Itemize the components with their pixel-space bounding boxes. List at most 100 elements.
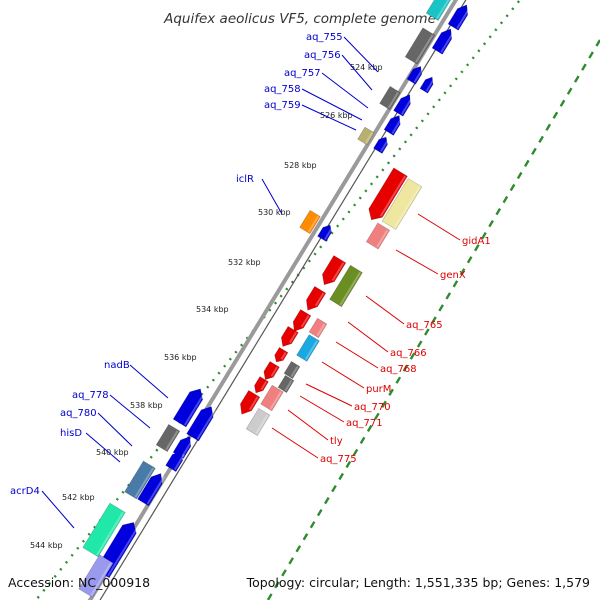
gene-feature[interactable] [137,470,167,507]
label-leader-line [321,72,369,109]
gene-feature[interactable] [299,209,321,235]
gene-feature[interactable] [381,178,423,230]
label-leader-line [335,341,379,369]
gene-feature[interactable] [404,27,436,65]
gene-feature[interactable] [272,347,289,364]
label-leader-line [305,383,353,407]
map-title: Aquifex aeolicus VF5, complete genome [163,11,436,27]
label-leader-line [301,104,357,131]
gene-label-purm[interactable]: purM [366,384,391,395]
gene-label-aq-756[interactable]: aq_756 [304,50,341,61]
label-leader-line [365,295,405,325]
gene-feature[interactable] [447,2,472,31]
gene-feature[interactable] [245,407,271,437]
gene-feature[interactable] [431,26,456,55]
kbp-ticks: 524 kbp 526 kbp 528 kbp 530 kbp 532 kbp 534 k… [30,63,383,550]
kbp-tick-label: 542 kbp [62,493,95,502]
gene-label-aq-757[interactable]: aq_757 [284,68,321,79]
gene-label-aq-768[interactable]: aq_768 [380,364,417,375]
gene-feature[interactable] [283,361,301,379]
gene-feature[interactable] [124,460,156,500]
gene-features [78,0,472,598]
gene-feature[interactable] [289,309,312,334]
genome-backbone-edge [99,0,467,600]
gene-feature[interactable] [296,334,320,362]
gene-label-genx[interactable]: genX [440,270,466,281]
label-leader-line [129,364,169,399]
gene-feature[interactable] [373,135,391,154]
gene-labels: aq_755 aq_756 aq_757 aq_758 aq_759 iclR nadB aq… [10,32,491,529]
label-leader-line [271,427,319,459]
gene-feature[interactable] [329,264,363,308]
label-leader-line [97,412,133,447]
gene-feature[interactable] [419,75,436,94]
label-leader-line [395,249,439,275]
gene-label-iclr[interactable]: iclR [236,174,254,185]
gene-feature[interactable] [379,85,401,111]
dotted-track-inner [266,39,600,600]
kbp-tick-label: 530 kbp [258,208,291,217]
gene-feature[interactable] [236,389,261,417]
kbp-tick-label: 528 kbp [284,161,317,170]
gene-feature[interactable] [383,113,404,136]
gene-feature[interactable] [365,222,391,250]
gene-feature[interactable] [82,502,126,558]
gene-label-aq-759[interactable]: aq_759 [264,100,301,111]
gene-feature[interactable] [406,64,425,85]
gene-label-aq-758[interactable]: aq_758 [264,84,301,95]
kbp-tick-label: 538 kbp [130,401,163,410]
label-leader-line [261,178,283,215]
label-leader-line [321,361,365,389]
label-leader-line [341,54,373,91]
gene-label-gida1[interactable]: gidA1 [462,236,491,247]
gene-feature[interactable] [260,384,284,412]
label-leader-line [347,321,389,353]
gene-feature[interactable] [252,376,269,396]
gene-label-aq-780[interactable]: aq_780 [60,408,97,419]
kbp-tick-label: 526 kbp [320,111,353,120]
gene-label-aq-765[interactable]: aq_765 [406,320,443,331]
label-leader-line [343,36,379,73]
label-leader-line [41,490,75,529]
gene-feature[interactable] [317,223,335,242]
kbp-tick-label: 532 kbp [228,258,261,267]
gene-feature[interactable] [365,167,408,224]
accession-text: Accession: NC_000918 [8,575,151,590]
gene-feature[interactable] [357,126,375,146]
label-leader-line [301,88,363,121]
gene-feature[interactable] [318,255,347,289]
label-leader-line [109,394,151,429]
kbp-tick-label: 536 kbp [164,353,197,362]
gene-feature[interactable] [165,448,187,473]
gene-feature[interactable] [277,375,295,393]
label-leader-line [299,395,345,423]
gene-label-nadb[interactable]: nadB [104,360,130,371]
gene-feature[interactable] [78,554,114,598]
gene-feature[interactable] [172,385,207,428]
kbp-tick-label: 534 kbp [196,305,229,314]
gene-label-acrd4[interactable]: acrD4 [10,486,40,497]
label-leader-line [85,432,121,463]
gene-feature[interactable] [278,325,299,349]
gene-feature[interactable] [308,317,328,339]
gene-label-aq-778[interactable]: aq_778 [72,390,109,401]
gene-feature[interactable] [393,92,415,117]
gene-feature[interactable] [302,285,327,313]
kbp-tick-label: 544 kbp [30,541,63,550]
gene-label-aq-766[interactable]: aq_766 [390,348,427,359]
gene-feature[interactable] [425,0,455,21]
gene-label-aq-755[interactable]: aq_755 [306,32,343,43]
gene-label-tly[interactable]: tly [330,436,343,447]
gene-feature[interactable] [186,403,218,442]
gene-label-aq-775[interactable]: aq_775 [320,454,357,465]
gene-label-aq-771[interactable]: aq_771 [346,418,383,429]
kbp-tick-label: 524 kbp [350,63,383,72]
gene-feature[interactable] [261,361,280,382]
gene-feature[interactable] [155,423,181,453]
kbp-tick-label: 540 kbp [96,448,129,457]
topology-text: Topology: circular; Length: 1,551,335 bp… [246,575,590,590]
gene-label-aq-770[interactable]: aq_770 [354,402,391,413]
gene-label-hisd[interactable]: hisD [60,428,82,439]
